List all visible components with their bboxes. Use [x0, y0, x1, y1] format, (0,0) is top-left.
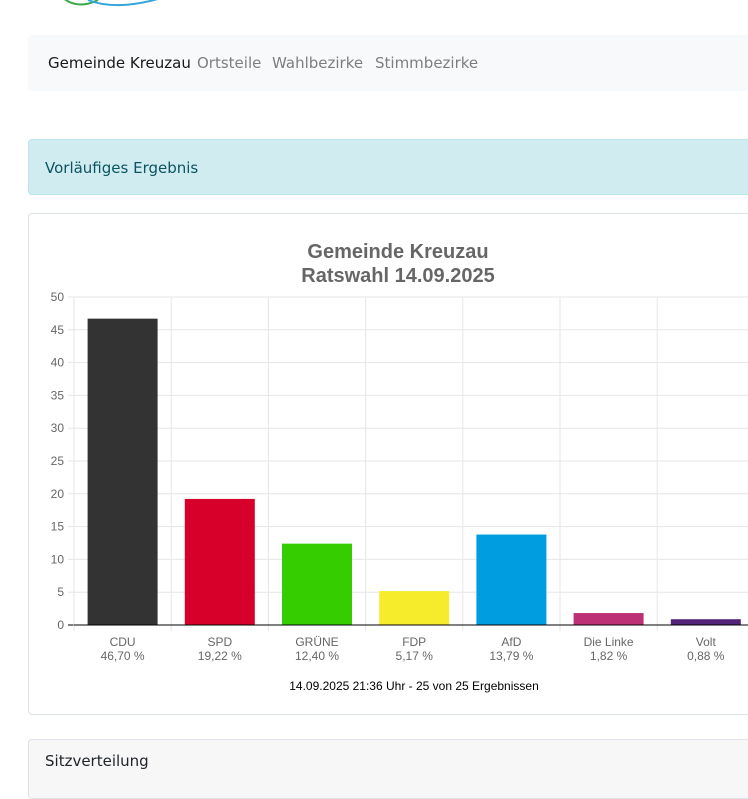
- x-category-label: GRÜNE: [295, 635, 338, 649]
- results-bar-chart: Gemeinde Kreuzau Ratswahl 14.09.2025 14.…: [51, 241, 748, 693]
- y-tick-label: 40: [51, 356, 65, 370]
- seat-distribution-header: Sitzverteilung: [45, 752, 149, 770]
- result-status-alert: Vorläufiges Ergebnis: [28, 139, 748, 195]
- bar-afd: [476, 534, 547, 625]
- chart-title-line-2: Ratswahl 14.09.2025: [301, 265, 494, 287]
- x-percent-label: 19,22 %: [198, 649, 242, 663]
- nav-item-stimmbezirke[interactable]: Stimmbezirke: [375, 54, 479, 72]
- seat-distribution-card: Sitzverteilung: [28, 739, 748, 799]
- bar-spd: [184, 498, 255, 625]
- nav-item-ortsteile[interactable]: Ortsteile: [197, 54, 262, 72]
- x-category-label: AfD: [501, 635, 521, 649]
- x-percent-label: 46,70 %: [101, 649, 145, 663]
- alert-text: Vorläufiges Ergebnis: [45, 159, 199, 177]
- x-category-label: CDU: [110, 635, 136, 649]
- x-category-label: Volt: [696, 635, 717, 649]
- y-tick-label: 0: [57, 618, 64, 632]
- bar-fdp: [379, 591, 450, 625]
- y-tick-label: 30: [51, 421, 65, 435]
- bar-die-linke: [573, 613, 644, 625]
- x-category-label: Die Linke: [584, 635, 634, 649]
- x-percent-label: 5,17 %: [396, 649, 434, 663]
- y-tick-label: 15: [51, 520, 65, 534]
- y-tick-label: 35: [51, 388, 65, 402]
- x-percent-label: 12,40 %: [295, 649, 339, 663]
- y-tick-label: 20: [51, 487, 65, 501]
- x-category-label: FDP: [402, 635, 426, 649]
- nav-item-wahlbezirke[interactable]: Wahlbezirke: [272, 54, 364, 72]
- y-tick-label: 50: [51, 290, 65, 304]
- nav-item-gemeinde[interactable]: Gemeinde Kreuzau: [48, 54, 191, 72]
- x-percent-label: 1,82 %: [590, 649, 628, 663]
- bar-volt: [670, 619, 741, 625]
- main-navbar: Gemeinde Kreuzau Ortsteile Wahlbezirke S…: [28, 35, 748, 91]
- y-tick-label: 25: [51, 454, 65, 468]
- y-tick-label: 45: [51, 323, 65, 337]
- chart-footer: 14.09.2025 21:36 Uhr - 25 von 25 Ergebni…: [289, 679, 539, 693]
- logo-image: [64, 0, 159, 7]
- y-tick-label: 5: [57, 585, 64, 599]
- chart-title-line-1: Gemeinde Kreuzau: [307, 241, 488, 263]
- x-category-label: SPD: [207, 635, 232, 649]
- x-percent-label: 13,79 %: [489, 649, 533, 663]
- x-percent-label: 0,88 %: [687, 649, 725, 663]
- bar-gr-ne: [282, 543, 352, 625]
- bar-cdu: [87, 318, 158, 625]
- y-tick-label: 10: [51, 552, 65, 566]
